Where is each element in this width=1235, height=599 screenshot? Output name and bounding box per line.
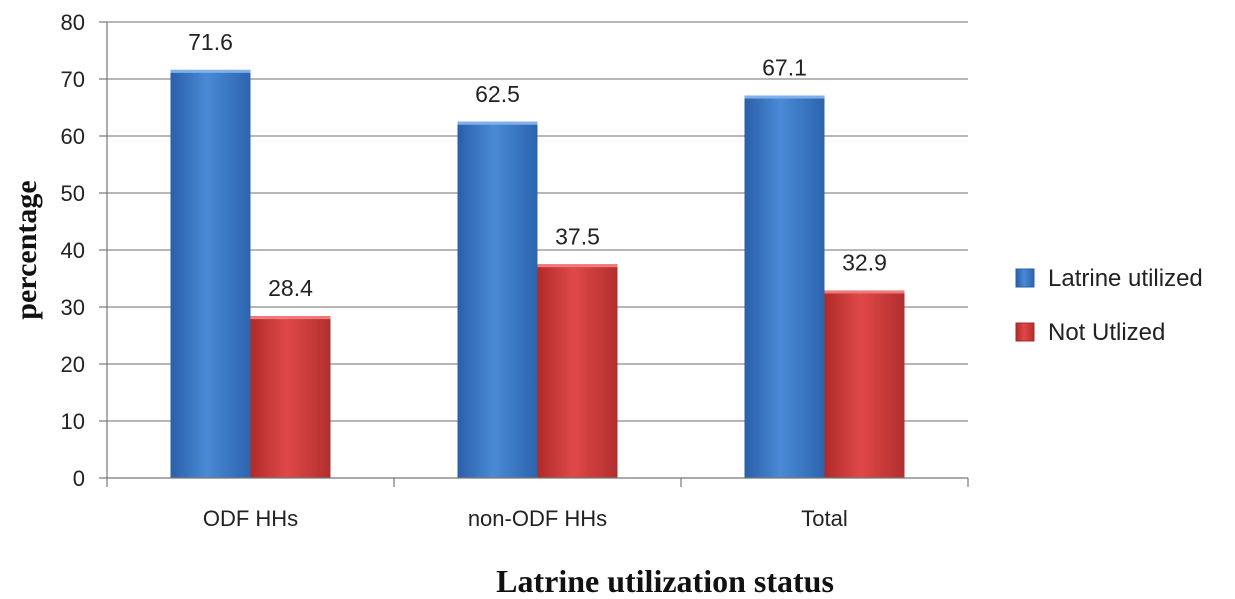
bar-top-edge bbox=[250, 316, 331, 320]
data-label: 62.5 bbox=[475, 81, 520, 107]
bar bbox=[250, 316, 331, 478]
bars bbox=[170, 69, 905, 478]
bar-top-edge bbox=[457, 121, 538, 125]
bar-body bbox=[170, 69, 251, 478]
y-axis-title: percentage bbox=[10, 180, 43, 319]
bar-top-edge bbox=[824, 290, 905, 294]
data-labels: 71.6 28.4 62.5 37.5 67.1 32.9 bbox=[188, 29, 887, 301]
data-label: 28.4 bbox=[268, 275, 313, 301]
y-tick-label: 80 bbox=[61, 10, 85, 35]
legend-swatch bbox=[1015, 268, 1035, 288]
data-label: 71.6 bbox=[188, 29, 233, 55]
bar-body bbox=[457, 121, 538, 478]
x-tick-label: non-ODF HHs bbox=[468, 506, 607, 531]
bar-top-edge bbox=[170, 69, 251, 73]
bar-body bbox=[744, 95, 825, 478]
y-tick-label: 70 bbox=[61, 67, 85, 92]
bar-top-edge bbox=[744, 95, 825, 99]
y-tick-label: 20 bbox=[61, 352, 85, 377]
y-tick-label: 60 bbox=[61, 124, 85, 149]
data-label: 67.1 bbox=[762, 55, 807, 81]
x-axis-title: Latrine utilization status bbox=[496, 563, 834, 599]
legend-label: Not Utlized bbox=[1048, 319, 1165, 346]
legend-label: Latrine utilized bbox=[1048, 265, 1203, 292]
bar bbox=[537, 264, 618, 478]
legend-swatch bbox=[1015, 322, 1035, 342]
data-label: 37.5 bbox=[555, 223, 600, 249]
bar bbox=[170, 69, 251, 478]
bar bbox=[457, 121, 538, 478]
y-tick-label: 40 bbox=[61, 238, 85, 263]
legend: Latrine utilized Not Utlized bbox=[1015, 265, 1203, 346]
bar bbox=[744, 95, 825, 478]
bar-body bbox=[537, 264, 618, 478]
bar-top-edge bbox=[537, 264, 618, 268]
bar-body bbox=[250, 316, 331, 478]
bar-body bbox=[824, 290, 905, 478]
y-tick-label: 50 bbox=[61, 181, 85, 206]
data-label: 32.9 bbox=[842, 249, 887, 275]
x-tick-label: ODF HHs bbox=[203, 506, 298, 531]
y-tick-label: 30 bbox=[61, 295, 85, 320]
tick-labels: 0 10 20 30 40 50 60 70 80 ODF HHs non-ODF HHs Total bbox=[61, 10, 848, 531]
y-tick-label: 0 bbox=[73, 466, 85, 491]
x-tick-label: Total bbox=[801, 506, 847, 531]
bar bbox=[824, 290, 905, 478]
y-tick-label: 10 bbox=[61, 409, 85, 434]
